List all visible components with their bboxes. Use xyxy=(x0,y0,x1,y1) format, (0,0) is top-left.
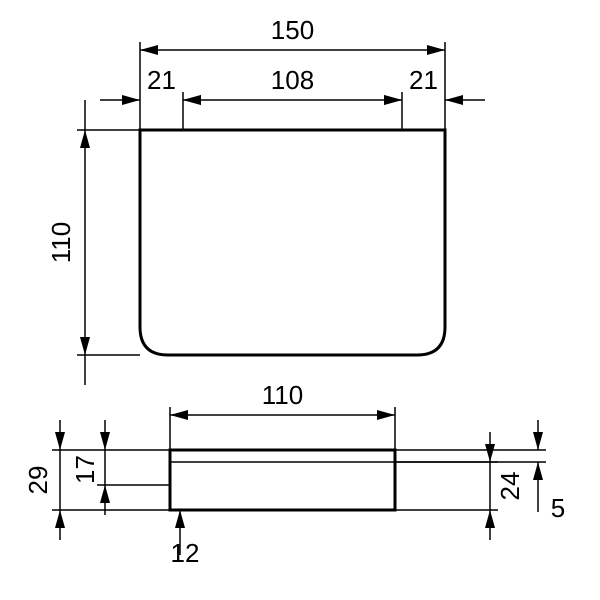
svg-text:21: 21 xyxy=(409,65,438,95)
svg-text:150: 150 xyxy=(271,15,314,45)
dimension-drawing: 150 108 21 21 110 110 29 17 12 24 5 xyxy=(0,0,600,600)
svg-text:110: 110 xyxy=(262,380,303,410)
svg-text:29: 29 xyxy=(23,466,53,495)
svg-text:24: 24 xyxy=(495,472,525,501)
svg-text:110: 110 xyxy=(46,222,76,263)
svg-text:108: 108 xyxy=(271,65,314,95)
svg-text:21: 21 xyxy=(147,65,176,95)
svg-text:17: 17 xyxy=(70,455,100,484)
svg-text:5: 5 xyxy=(551,493,565,523)
svg-text:12: 12 xyxy=(171,538,200,568)
